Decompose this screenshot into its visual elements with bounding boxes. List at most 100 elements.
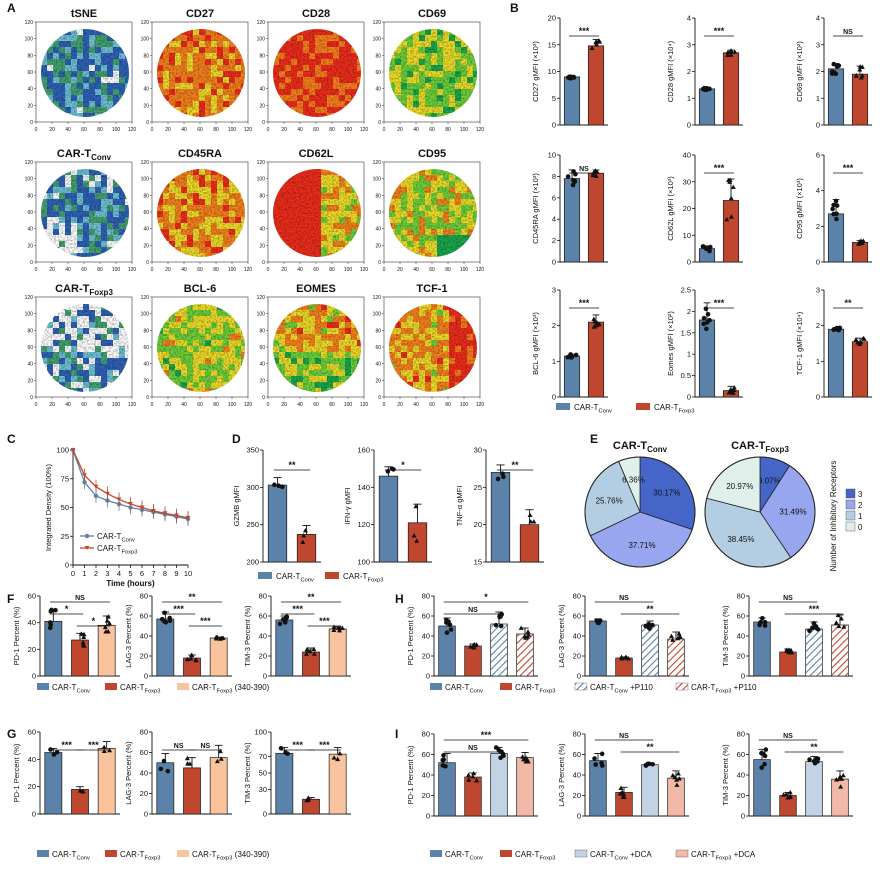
tsne-cell — [241, 181, 245, 187]
tsne-cell — [119, 376, 125, 382]
tsne-cell — [235, 304, 241, 310]
tsne-cell — [125, 29, 129, 35]
tsne-xtick-label: 20 — [281, 127, 287, 133]
tsne-ytick-label: 40 — [27, 227, 33, 233]
tsne-cell — [473, 388, 477, 392]
tsne-cell — [125, 376, 129, 382]
tsne-cell — [449, 113, 455, 117]
tsne-cell — [351, 181, 357, 187]
tsne-cell — [119, 35, 125, 41]
tsne-cell — [279, 35, 285, 41]
tsne-cell — [119, 181, 125, 187]
data-point — [80, 642, 86, 647]
tsne-ytick-label: 100 — [141, 312, 150, 318]
tsne-cell — [389, 113, 395, 117]
tsne-cell — [473, 382, 477, 388]
data-point — [527, 512, 533, 518]
tsne-cell — [241, 101, 245, 107]
data-point — [762, 623, 768, 628]
pie-title: CAR-TFoxp3 — [731, 440, 789, 454]
tsne-cell — [401, 388, 407, 392]
tsne-ytick-label: 60 — [27, 210, 33, 216]
y-tick-label: 60 — [28, 728, 36, 737]
tsne-cell — [389, 181, 395, 187]
tsne-cell — [101, 113, 107, 117]
data-point — [498, 623, 504, 629]
significance-label: *** — [714, 163, 725, 173]
tsne-ytick-label: 60 — [27, 70, 33, 76]
pie-slice-label: 31.49% — [779, 508, 806, 517]
data-point — [594, 320, 600, 325]
tsne-cell — [125, 247, 129, 253]
tsne-cell — [125, 113, 129, 117]
tsne-xtick-label: 60 — [197, 127, 203, 133]
panel-label-g: G — [7, 727, 16, 741]
tsne-ytick-label: 40 — [375, 362, 381, 368]
series-point — [185, 515, 191, 520]
tsne-xtick-label: 80 — [213, 267, 219, 273]
data-point — [77, 788, 83, 793]
data-point — [831, 69, 837, 75]
label-subscript: Conv — [614, 855, 628, 861]
label-subscript: Conv — [300, 577, 314, 583]
y-tick-label: 5 — [552, 94, 556, 103]
tsne-cell — [279, 382, 285, 388]
tsne-cell — [339, 169, 345, 175]
tsne-cell — [395, 247, 401, 253]
data-point — [617, 791, 623, 796]
tsne-cell — [59, 304, 65, 310]
tsne-ytick-label: 120 — [25, 160, 34, 166]
tsne-cell — [389, 95, 395, 101]
y-tick-label: 25 — [61, 532, 69, 541]
y-axis-label: PD-1 Percent (%) — [12, 743, 21, 802]
tsne-cell — [473, 35, 477, 41]
y-tick-label: 20 — [548, 14, 556, 23]
panel-label-a: A — [7, 1, 16, 15]
tsne-ytick-label: 120 — [257, 295, 266, 301]
series-point — [139, 505, 145, 510]
tsne-cell — [53, 253, 59, 257]
tsne-cell — [41, 241, 47, 247]
bar — [722, 52, 740, 126]
bar — [831, 778, 849, 817]
label-subscript: Foxp3 — [144, 855, 160, 861]
tsne-ytick-label: 60 — [375, 345, 381, 351]
tsne-ytick-label: 100 — [373, 312, 382, 318]
tsne-cell — [273, 169, 279, 175]
tsne-title: tSNE — [71, 8, 97, 20]
data-point — [337, 750, 343, 756]
data-point — [831, 202, 836, 208]
tsne-cell — [389, 253, 395, 257]
data-point — [301, 533, 307, 538]
tsne-panel: CD45RA 00 20 20 40 40 60 60 80 80 100 100 120 120 — [141, 148, 253, 273]
y-axis-label: TIM-3 Percent (%) — [721, 605, 730, 667]
data-point — [728, 214, 734, 219]
data-point — [784, 647, 790, 652]
tsne-cell — [119, 388, 125, 392]
tsne-ytick-label: 80 — [143, 193, 149, 199]
tsne-ytick-label: 0 — [146, 260, 149, 266]
tsne-ytick-label: 20 — [143, 103, 149, 109]
tsne-cell — [401, 113, 407, 117]
panel-label-h: H — [395, 592, 404, 606]
significance-label: *** — [292, 740, 303, 750]
tsne-cell — [241, 382, 245, 388]
y-tick-label: 3 — [816, 286, 820, 295]
label-main: CAR-T — [654, 403, 679, 412]
data-point — [836, 326, 842, 331]
tsne-cell — [229, 113, 235, 117]
tsne-cell — [473, 181, 477, 187]
y-tick-label: 40 — [737, 771, 745, 780]
tsne-cell — [157, 101, 163, 107]
y-tick-label: 100 — [357, 558, 370, 567]
pie-legend-swatch — [845, 521, 856, 532]
tsne-ytick-label: 60 — [375, 210, 381, 216]
y-tick-label: 120 — [357, 520, 370, 529]
tsne-cell — [53, 388, 59, 392]
tsne-cell — [273, 181, 279, 187]
tsne-xtick-label: 40 — [297, 402, 303, 408]
tsne-cell — [357, 316, 361, 322]
tsne-cell — [157, 29, 163, 35]
y-tick-label: 40 — [422, 632, 430, 641]
